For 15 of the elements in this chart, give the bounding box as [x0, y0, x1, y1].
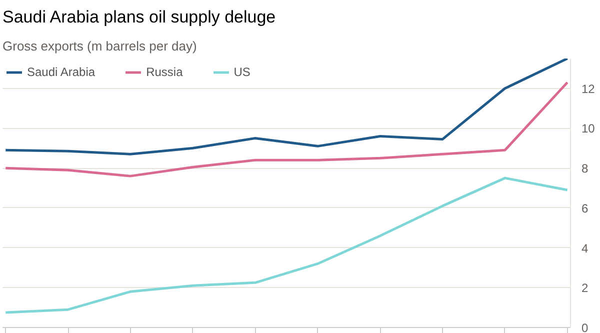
legend-label: US: [234, 65, 252, 79]
y-tick-label: 6: [582, 201, 588, 216]
line-series: [4, 58, 569, 156]
y-tick-label: 0: [582, 321, 588, 333]
y-tick-label: 12: [582, 82, 596, 96]
legend-label: Russia: [146, 65, 183, 79]
y-tick-label: 8: [582, 162, 588, 176]
y-tick-label: 4: [582, 241, 588, 256]
line-series: [4, 81, 569, 178]
chart-subtitle: Gross exports (m barrels per day): [2, 38, 197, 54]
line-series: [4, 176, 569, 314]
y-tick-label: 10: [582, 122, 596, 136]
y-tick-label: 2: [582, 281, 588, 296]
chart-title: Saudi Arabia plans oil supply deluge: [2, 8, 276, 26]
legend-label: Saudi Arabia: [27, 65, 96, 79]
